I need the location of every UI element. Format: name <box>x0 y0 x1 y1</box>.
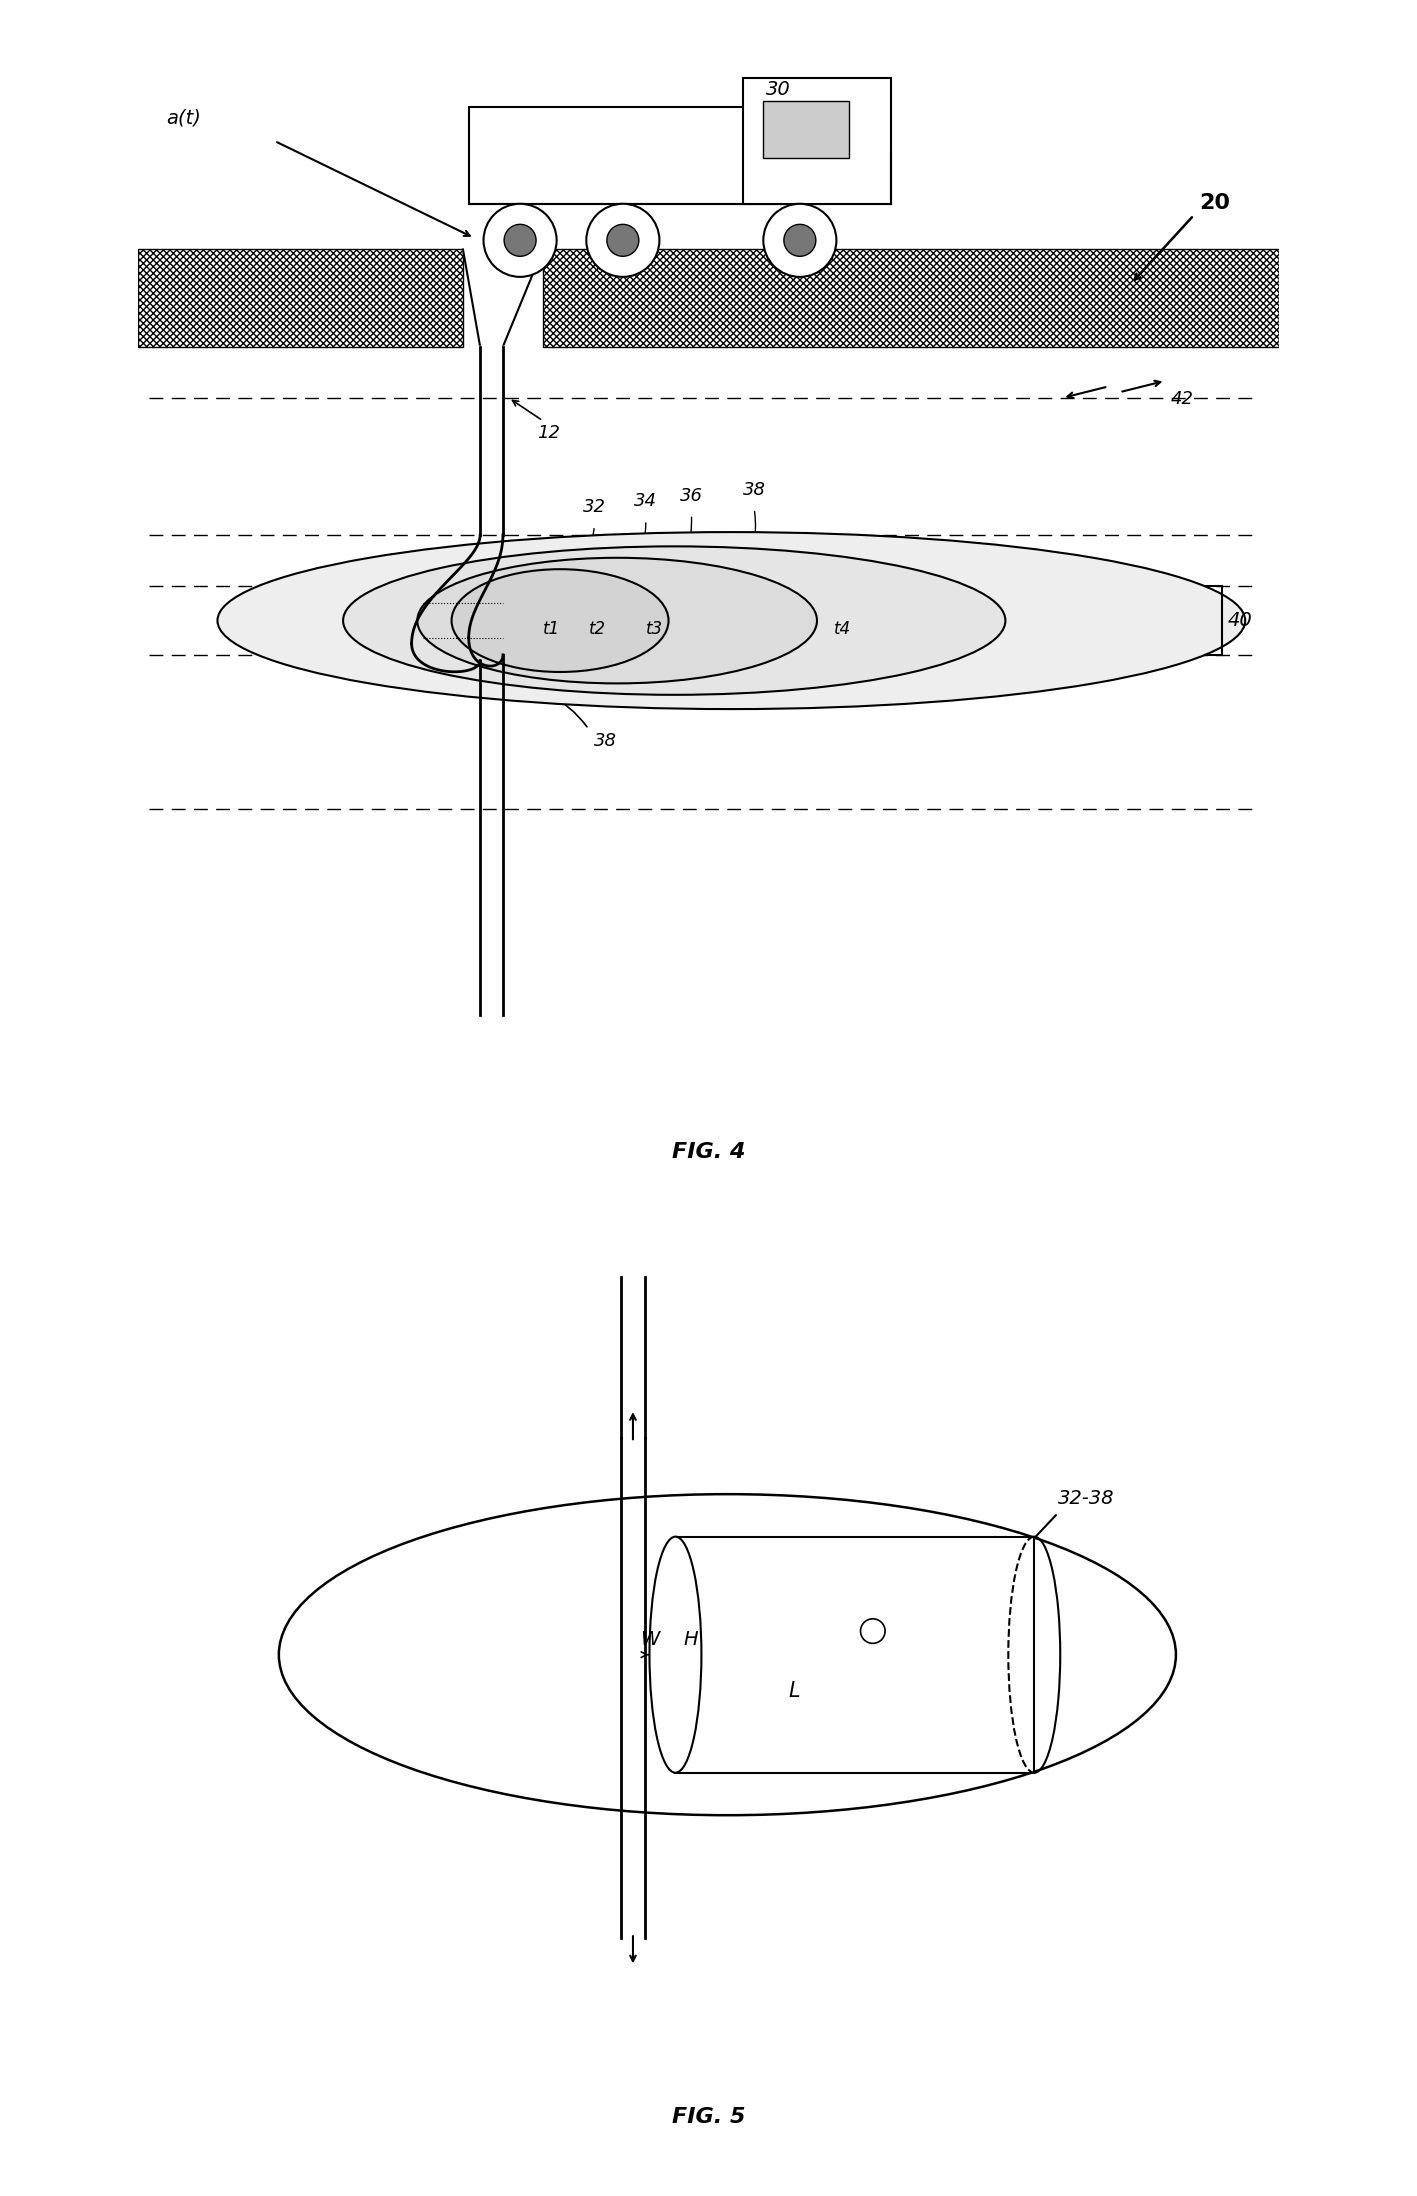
Text: 32: 32 <box>582 498 606 516</box>
Circle shape <box>784 224 816 257</box>
Ellipse shape <box>343 547 1006 694</box>
Polygon shape <box>463 250 543 347</box>
Bar <box>676 1537 1034 1772</box>
Text: 34: 34 <box>635 492 657 509</box>
Text: t3: t3 <box>646 619 663 639</box>
Text: 42: 42 <box>1170 389 1195 408</box>
Bar <box>543 250 1280 347</box>
Text: FIG. 4: FIG. 4 <box>672 1142 745 1162</box>
Bar <box>137 250 463 347</box>
Text: t4: t4 <box>835 619 852 639</box>
Circle shape <box>764 204 836 277</box>
FancyBboxPatch shape <box>743 79 891 204</box>
Ellipse shape <box>418 558 818 683</box>
Text: 36: 36 <box>680 488 703 505</box>
Text: 38: 38 <box>743 481 765 498</box>
Ellipse shape <box>452 569 669 672</box>
Text: t2: t2 <box>588 619 605 639</box>
Bar <box>469 108 788 204</box>
Text: H: H <box>683 1629 697 1649</box>
Text: W: W <box>640 1629 660 1649</box>
Text: 30: 30 <box>765 81 791 99</box>
Circle shape <box>483 204 557 277</box>
Text: t1: t1 <box>543 619 560 639</box>
Text: 20: 20 <box>1200 193 1230 213</box>
Bar <box>137 250 463 347</box>
Bar <box>543 250 1280 347</box>
Ellipse shape <box>649 1537 701 1772</box>
Text: 12: 12 <box>537 424 560 441</box>
Text: a(t): a(t) <box>166 110 201 127</box>
Ellipse shape <box>279 1493 1176 1816</box>
Text: 40: 40 <box>1229 610 1253 630</box>
Text: 38: 38 <box>594 731 618 751</box>
Ellipse shape <box>217 531 1246 709</box>
Text: L: L <box>789 1682 801 1702</box>
Text: 32-38: 32-38 <box>1058 1489 1114 1509</box>
Bar <box>764 101 849 158</box>
Circle shape <box>504 224 536 257</box>
Circle shape <box>587 204 659 277</box>
Text: FIG. 5: FIG. 5 <box>672 2108 745 2128</box>
Circle shape <box>860 1618 886 1643</box>
Circle shape <box>606 224 639 257</box>
